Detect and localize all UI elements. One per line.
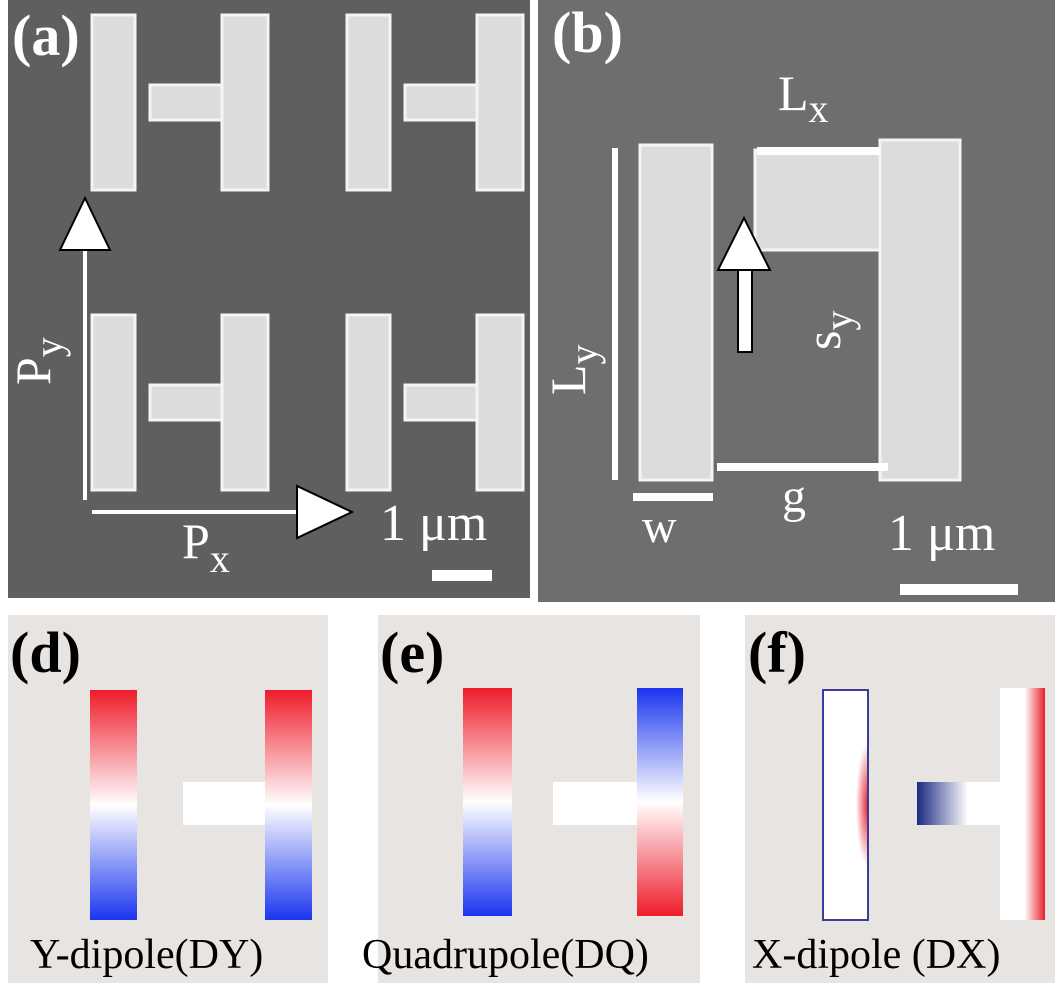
label-main: L (540, 364, 596, 395)
arrow-head (716, 215, 772, 271)
shape (148, 83, 232, 122)
scale-bar (900, 584, 1018, 595)
field-bar (265, 690, 312, 920)
label-main: s (795, 331, 851, 350)
label-sub: y (816, 311, 861, 331)
panel-e: (e) Quadrupole(DQ) (362, 615, 700, 983)
panel-d: (d) Y-dipole(DY) (8, 615, 328, 983)
field-bar (183, 782, 267, 825)
scale-bar (432, 570, 492, 581)
py-label: Py (5, 337, 71, 385)
caption: X-dipole (DX) (752, 932, 1000, 978)
lx-label: Lx (778, 65, 829, 131)
sem-background (538, 0, 1055, 602)
panel-label: (d) (10, 620, 81, 685)
arrow-head (296, 484, 355, 540)
field-bar (637, 688, 683, 916)
caption: Y-dipole(DY) (30, 932, 263, 978)
sy-label: sy (795, 311, 861, 350)
panel-label: (b) (552, 0, 623, 65)
panel-label: (f) (748, 620, 806, 685)
panel-b: (b) Lx Ly sy w g 1 μm (538, 0, 1055, 602)
caption: Quadrupole(DQ) (362, 932, 649, 978)
field-bar (90, 690, 137, 920)
sem-unit (90, 13, 270, 192)
arrow-line (737, 267, 753, 353)
ly-label: Ly (540, 344, 606, 395)
label-main: P (182, 513, 210, 569)
label-sub: x (210, 536, 230, 581)
field-bar (822, 689, 869, 921)
panel-label: (a) (12, 3, 80, 68)
shape (90, 13, 137, 192)
panel-a: (a) Py Px 1 μm (5, 0, 530, 598)
shape (878, 138, 962, 482)
w-label: w (642, 500, 677, 553)
shape (220, 13, 270, 192)
field-bar (463, 688, 512, 916)
label-sub: y (561, 344, 606, 364)
label-main: L (778, 65, 809, 121)
g-label: g (782, 470, 806, 523)
px-label: Px (182, 513, 230, 581)
shape (638, 143, 714, 482)
scale-label: 1 μm (888, 505, 995, 562)
arrow-head (58, 195, 112, 251)
field-bar (917, 782, 1002, 825)
field-bar (1000, 688, 1045, 920)
panel-f: (f) X-dipole (DX) (745, 615, 1055, 983)
label-main: P (5, 357, 61, 385)
label-sub: x (809, 86, 829, 131)
scale-label: 1 μm (380, 495, 487, 552)
field-bar (553, 782, 637, 825)
panel-label: (e) (380, 620, 444, 685)
label-sub: y (26, 337, 71, 357)
